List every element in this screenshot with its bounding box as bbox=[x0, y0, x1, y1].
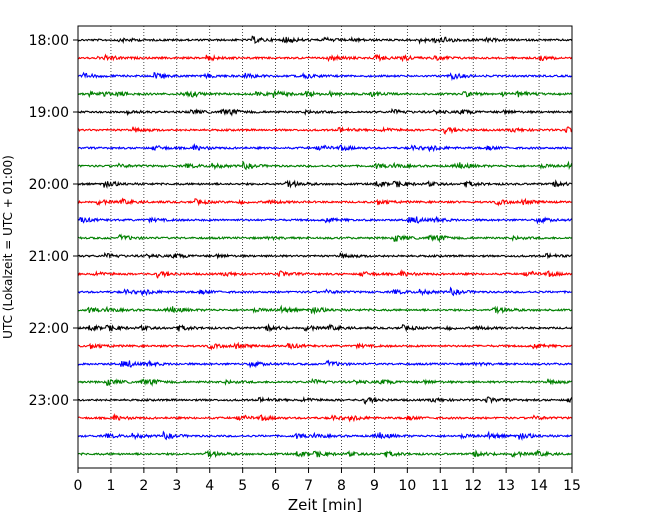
trace-line bbox=[77, 395, 573, 405]
x-tick-label: 2 bbox=[139, 478, 148, 494]
trace-line bbox=[77, 233, 573, 243]
x-axis-label: Zeit [min] bbox=[288, 496, 362, 514]
x-tick-label: 9 bbox=[370, 478, 379, 494]
trace-line bbox=[77, 35, 573, 45]
trace-line bbox=[77, 179, 573, 189]
y-tick-label: 23:00 bbox=[29, 393, 69, 409]
trace-line bbox=[77, 160, 573, 171]
x-tick-label: 7 bbox=[304, 478, 313, 494]
x-tick-label: 15 bbox=[563, 478, 581, 494]
x-tick-label: 11 bbox=[431, 478, 449, 494]
seismogram-traces bbox=[77, 35, 573, 459]
trace-line bbox=[77, 377, 573, 387]
trace-line bbox=[77, 53, 573, 63]
trace-line bbox=[77, 89, 573, 99]
plot-frame bbox=[77, 25, 573, 469]
trace-line bbox=[77, 304, 573, 315]
x-tick-label: 10 bbox=[398, 478, 416, 494]
trace-line bbox=[77, 430, 573, 441]
trace-line bbox=[77, 215, 573, 225]
y-tick-label: 19:00 bbox=[29, 105, 69, 121]
x-tick-label: 8 bbox=[337, 478, 346, 494]
trace-line bbox=[77, 449, 573, 459]
trace-line bbox=[77, 359, 573, 369]
x-tick-label: 14 bbox=[530, 478, 548, 494]
trace-line bbox=[77, 125, 573, 135]
trace-line bbox=[77, 323, 573, 333]
trace-line bbox=[77, 286, 573, 297]
trace-line bbox=[77, 341, 573, 351]
trace-line bbox=[77, 412, 573, 423]
x-tick-label: 5 bbox=[238, 478, 247, 494]
x-tick-label: 6 bbox=[271, 478, 280, 494]
trace-line bbox=[77, 142, 573, 153]
x-tick-label: 12 bbox=[464, 478, 482, 494]
trace-line bbox=[77, 197, 573, 207]
y-axis-label: UTC (Lokalzeit = UTC + 01:00) bbox=[1, 155, 15, 339]
x-tick-label: 4 bbox=[205, 478, 214, 494]
y-tick-label: 18:00 bbox=[29, 33, 69, 49]
x-tick-label: 3 bbox=[172, 478, 181, 494]
trace-line bbox=[77, 71, 573, 82]
trace-line bbox=[77, 268, 573, 279]
x-tick-label: 1 bbox=[106, 478, 115, 494]
x-tick-label: 0 bbox=[74, 478, 83, 494]
trace-line bbox=[77, 251, 573, 260]
x-axis-ticks: 0 1 2 3 4 5 6 7 8 9 10 11 12 13 14 15 bbox=[74, 468, 581, 494]
y-axis-ticks: 18:00 19:00 20:00 21:00 22:00 23:00 bbox=[29, 33, 78, 409]
x-tick-label: 13 bbox=[497, 478, 515, 494]
y-tick-label: 22:00 bbox=[29, 321, 69, 337]
trace-line bbox=[77, 107, 573, 117]
y-tick-label: 20:00 bbox=[29, 177, 69, 193]
y-tick-label: 21:00 bbox=[29, 249, 69, 265]
